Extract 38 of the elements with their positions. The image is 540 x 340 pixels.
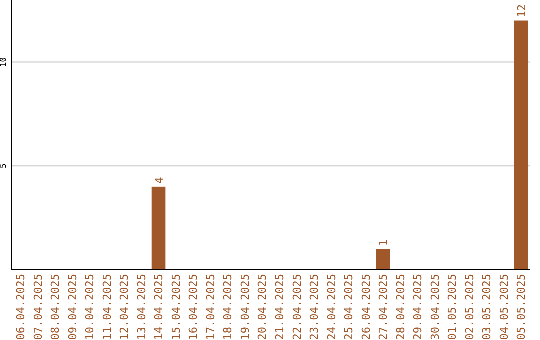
bar [514,20,528,270]
x-tick-label: 19.04.2025 [238,274,252,340]
data-label: 4 [152,176,166,184]
bar [152,186,166,270]
y-tick-label: 10 [0,57,8,68]
x-tick-label: 22.04.2025 [290,274,304,340]
x-tick-label: 06.04.2025 [14,274,28,340]
x-tick-label: 15.04.2025 [170,274,183,340]
x-tick-label: 05.05.2025 [515,274,528,340]
x-tick-label: 01.05.2025 [446,274,460,340]
x-tick-label: 07.04.2025 [32,274,45,340]
y-tick-label: 5 [0,164,8,169]
x-tick-label: 04.05.2025 [498,274,511,340]
x-tick-label: 09.04.2025 [66,274,80,340]
x-tick-label: 14.04.2025 [152,274,166,340]
x-tick-label: 27.04.2025 [377,274,390,340]
x-tick-label: 08.04.2025 [49,274,62,340]
x-tick-label: 12.04.2025 [118,274,132,340]
x-tick-label: 28.04.2025 [394,274,408,340]
x-tick-label: 18.04.2025 [222,274,235,340]
x-tick-label: 24.04.2025 [325,274,338,340]
x-tick-label: 13.04.2025 [135,274,148,340]
x-tick-label: 23.04.2025 [308,274,322,340]
x-tick-label: 25.04.2025 [342,274,356,340]
x-tick-label: 03.05.2025 [480,274,494,340]
x-tick-label: 10.04.2025 [84,274,97,340]
x-tick-label: 17.04.2025 [204,274,218,340]
x-tick-label: 30.04.2025 [428,274,442,340]
x-tick-label: 29.04.2025 [412,274,425,340]
x-tick-label: 16.04.2025 [187,274,200,340]
bar [376,249,390,270]
data-label: 1 [377,240,390,246]
data-label: 12 [515,4,528,18]
x-tick-label: 26.04.2025 [360,274,373,340]
x-tick-label: 11.04.2025 [100,274,114,340]
x-tick-label: 21.04.2025 [273,274,286,340]
x-tick-label: 20.04.2025 [256,274,270,340]
x-tick-label: 02.05.2025 [463,274,476,340]
